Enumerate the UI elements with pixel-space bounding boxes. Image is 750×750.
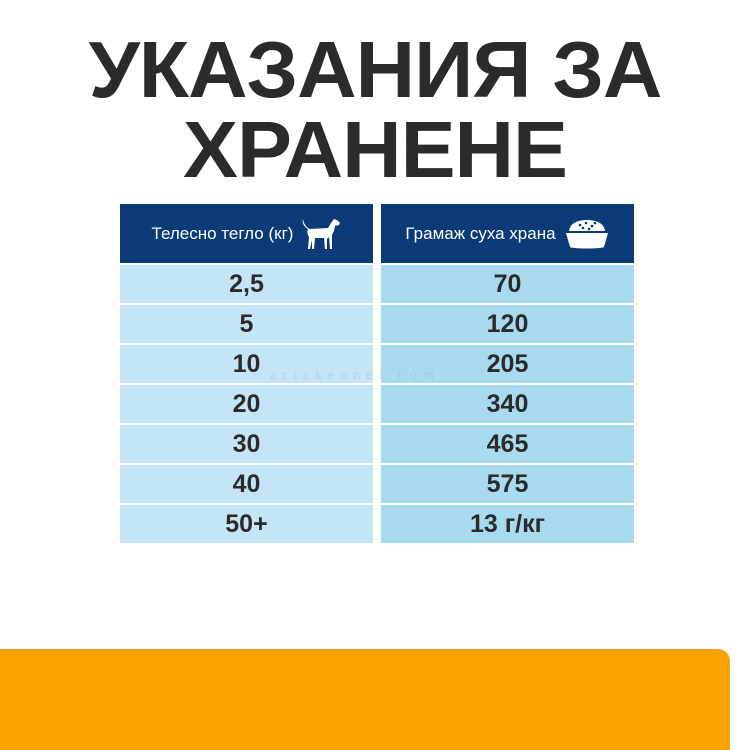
cell-food-amount: 205 bbox=[381, 345, 634, 383]
cell-body-weight: 10 bbox=[120, 345, 373, 383]
header-label: Грамаж суха храна bbox=[405, 223, 556, 243]
cell-food-amount: 120 bbox=[381, 305, 634, 343]
cell-body-weight: 30 bbox=[120, 425, 373, 463]
header-dry-food-amount: Грамаж суха храна bbox=[381, 204, 634, 263]
cell-body-weight: 40 bbox=[120, 465, 373, 503]
watermark: ariakennel.com bbox=[270, 368, 440, 383]
cell-food-amount: 575 bbox=[381, 465, 634, 503]
food-bowl-icon bbox=[565, 219, 608, 248]
page-title-line-1: УКАЗАНИЯ ЗА bbox=[88, 25, 663, 114]
cell-food-amount: 13 г/кг bbox=[381, 505, 634, 543]
cell-body-weight: 5 bbox=[120, 305, 373, 343]
header-label: Телесно тегло (кг) bbox=[151, 223, 294, 243]
cell-food-amount: 70 bbox=[381, 265, 634, 303]
cell-body-weight: 2,5 bbox=[120, 265, 373, 303]
cell-body-weight: 50+ bbox=[120, 505, 373, 543]
dog-icon bbox=[303, 218, 341, 249]
accent-bar bbox=[0, 649, 730, 750]
cell-food-amount: 340 bbox=[381, 385, 634, 423]
header-body-weight: Телесно тегло (кг) bbox=[120, 204, 373, 263]
cell-food-amount: 465 bbox=[381, 425, 634, 463]
cell-body-weight: 20 bbox=[120, 385, 373, 423]
page-title-line-2: ХРАНЕНЕ bbox=[183, 105, 568, 194]
